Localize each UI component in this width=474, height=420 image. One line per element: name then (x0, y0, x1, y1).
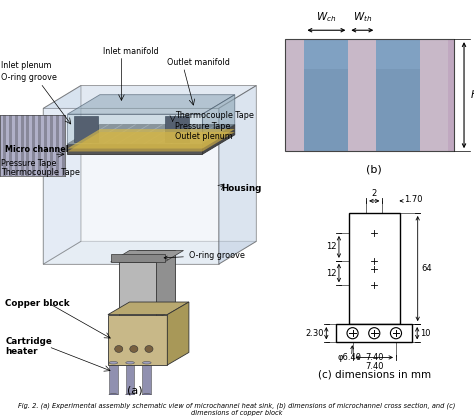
Polygon shape (67, 94, 235, 114)
Text: Fig. 2. (a) Experimental assembly schematic view of microchannel heat sink, (b) : Fig. 2. (a) Experimental assembly schema… (18, 402, 456, 416)
Polygon shape (167, 302, 189, 365)
Polygon shape (89, 124, 123, 144)
Polygon shape (202, 94, 235, 144)
Text: (b): (b) (366, 164, 382, 174)
Text: 2: 2 (372, 189, 377, 198)
Text: 12: 12 (327, 268, 337, 278)
Text: Thermocouple Tape: Thermocouple Tape (1, 168, 80, 177)
Bar (337, 324, 412, 342)
Bar (304, 39, 348, 151)
Text: 7.40: 7.40 (365, 362, 383, 371)
Polygon shape (116, 124, 150, 144)
Text: 12: 12 (327, 242, 337, 252)
Ellipse shape (143, 362, 151, 364)
Ellipse shape (109, 362, 118, 364)
Bar (284, 39, 454, 151)
Polygon shape (118, 262, 156, 319)
Bar (420, 39, 448, 151)
Text: 7.40: 7.40 (365, 354, 383, 362)
Ellipse shape (126, 362, 135, 364)
Polygon shape (129, 124, 164, 144)
Bar (284, 39, 304, 151)
Bar (376, 39, 420, 69)
Polygon shape (43, 108, 219, 264)
Ellipse shape (143, 394, 151, 396)
Text: (c) dimensions in mm: (c) dimensions in mm (318, 370, 431, 380)
Polygon shape (43, 86, 81, 264)
Bar (143, 363, 151, 395)
Polygon shape (118, 250, 175, 262)
Circle shape (145, 346, 153, 352)
Ellipse shape (109, 394, 118, 396)
Polygon shape (67, 132, 235, 152)
Text: Cartridge
heater: Cartridge heater (5, 337, 52, 357)
Polygon shape (43, 241, 256, 264)
Bar (74, 116, 99, 142)
Text: Outlet plenum: Outlet plenum (175, 132, 233, 142)
Polygon shape (67, 114, 202, 144)
Polygon shape (75, 124, 109, 144)
Polygon shape (143, 124, 177, 144)
Text: Thermocouple Tape: Thermocouple Tape (175, 110, 254, 120)
Polygon shape (43, 86, 256, 108)
Polygon shape (110, 250, 183, 262)
Text: 2.30: 2.30 (306, 329, 324, 338)
Polygon shape (108, 315, 167, 365)
Text: 1.70: 1.70 (405, 195, 423, 204)
Polygon shape (170, 124, 204, 144)
Bar (304, 39, 348, 69)
Text: Outlet manifold: Outlet manifold (167, 58, 230, 67)
Bar (284, 39, 454, 151)
Text: $W_{ch}$: $W_{ch}$ (316, 10, 337, 24)
Text: Copper block: Copper block (5, 299, 70, 308)
Circle shape (369, 328, 380, 339)
Text: Housing: Housing (221, 184, 262, 193)
Circle shape (130, 346, 138, 352)
Bar (164, 116, 189, 142)
Ellipse shape (126, 394, 135, 396)
Polygon shape (67, 129, 235, 149)
Polygon shape (202, 124, 235, 154)
Polygon shape (67, 124, 235, 144)
Text: (a): (a) (127, 385, 143, 395)
Bar (349, 213, 400, 324)
Polygon shape (219, 86, 256, 264)
Text: Inlet plenum
O-ring groove: Inlet plenum O-ring groove (1, 61, 57, 82)
Text: 10: 10 (420, 329, 431, 338)
Polygon shape (108, 302, 189, 315)
Text: Pressure Tape: Pressure Tape (1, 159, 57, 168)
Circle shape (115, 346, 123, 352)
Bar (126, 363, 135, 395)
Polygon shape (156, 124, 191, 144)
Text: 64: 64 (422, 264, 432, 273)
Text: $W_{th}$: $W_{th}$ (353, 10, 372, 24)
Polygon shape (110, 254, 164, 262)
Polygon shape (67, 144, 202, 154)
Polygon shape (183, 124, 218, 144)
Text: Inlet manifold: Inlet manifold (102, 47, 158, 56)
Text: Micro channel: Micro channel (5, 145, 69, 154)
Bar (348, 39, 376, 151)
Bar (109, 363, 118, 395)
Circle shape (347, 328, 358, 339)
Circle shape (391, 328, 401, 339)
Text: Pressure Tape: Pressure Tape (175, 122, 231, 131)
Text: φ6.40: φ6.40 (337, 353, 361, 362)
Bar (376, 39, 420, 151)
Polygon shape (156, 250, 175, 319)
Text: $H_{ch}$: $H_{ch}$ (470, 88, 474, 102)
Text: O-ring groove: O-ring groove (164, 251, 245, 260)
Polygon shape (102, 124, 137, 144)
